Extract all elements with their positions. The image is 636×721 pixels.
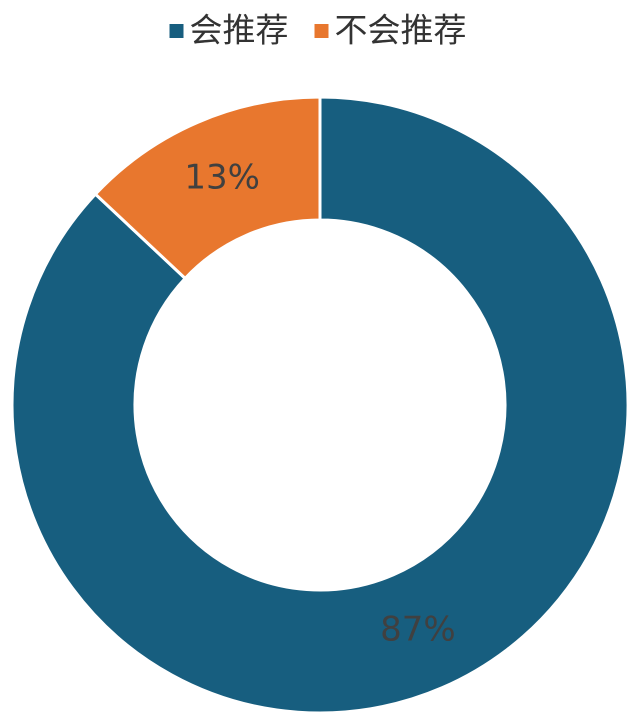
legend-marker — [169, 24, 184, 38]
legend-label: 会推荐 — [190, 11, 289, 50]
slice-label: 13% — [184, 157, 260, 197]
donut-slice — [10, 95, 630, 715]
donut-slice — [93, 95, 322, 281]
legend-marker — [314, 24, 329, 38]
legend: 会推荐 不会推荐 — [169, 11, 467, 50]
legend-label: 不会推荐 — [335, 11, 467, 50]
slice-label: 87% — [380, 610, 456, 650]
